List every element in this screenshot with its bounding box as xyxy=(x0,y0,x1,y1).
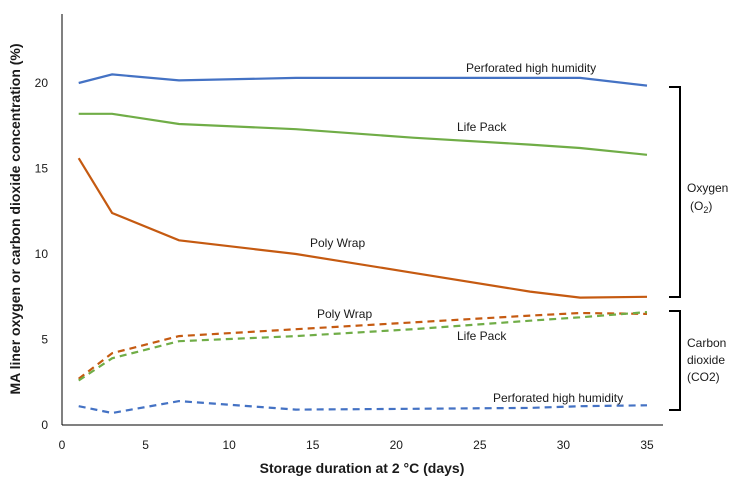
series-line-life-pack-co2 xyxy=(78,311,648,382)
series-line-poly-wrap-o2 xyxy=(77,157,648,299)
co2-label-line2: dioxide xyxy=(687,353,725,367)
oxygen-bracket xyxy=(669,86,681,298)
series-line-life-pack-o2 xyxy=(78,112,648,156)
co2-label-line1: Carbon xyxy=(687,336,726,350)
annotation-polywrap-co2: Poly Wrap xyxy=(317,307,372,321)
annotation-polywrap-o2: Poly Wrap xyxy=(310,236,365,250)
oxygen-formula-subscript: 2 xyxy=(703,205,708,215)
y-tick-labels: 0 5 10 15 20 xyxy=(35,76,49,432)
annotation-perforated-co2: Perforated high humidity xyxy=(493,391,623,405)
series-line-poly-wrap-co2 xyxy=(78,311,648,380)
y-tick-label: 15 xyxy=(35,162,49,176)
x-tick-label: 0 xyxy=(59,438,66,452)
x-tick-label: 35 xyxy=(640,438,654,452)
x-tick-label: 20 xyxy=(390,438,404,452)
annotation-lifepack-o2: Life Pack xyxy=(457,120,507,134)
y-tick-label: 5 xyxy=(41,333,48,347)
y-tick-label: 0 xyxy=(41,418,48,432)
series-line-perforated-high-humidity-o2 xyxy=(78,73,648,87)
oxygen-formula-suffix: ) xyxy=(708,199,712,213)
x-tick-label: 30 xyxy=(557,438,571,452)
x-tick-label: 25 xyxy=(473,438,487,452)
x-tick-labels: 0 5 10 15 20 25 30 35 xyxy=(59,438,654,452)
oxygen-formula-prefix: (O xyxy=(690,199,703,213)
x-tick-label: 15 xyxy=(306,438,320,452)
x-axis-title: Storage duration at 2 °C (days) xyxy=(260,460,465,476)
x-tick-label: 5 xyxy=(142,438,149,452)
oxygen-label: Oxygen xyxy=(687,181,728,195)
y-tick-label: 10 xyxy=(35,247,49,261)
axes xyxy=(61,14,663,426)
x-tick-label: 10 xyxy=(222,438,236,452)
co2-bracket xyxy=(669,310,681,411)
y-tick-label: 20 xyxy=(35,76,49,90)
annotation-lifepack-co2: Life Pack xyxy=(457,329,507,343)
series-lines xyxy=(77,73,648,415)
annotation-perforated-o2: Perforated high humidity xyxy=(466,61,596,75)
y-axis-title: MA liner oxygen or carbon dioxide concen… xyxy=(7,43,23,394)
co2-label-line3: (CO2) xyxy=(687,370,720,384)
series-line-perforated-high-humidity-co2 xyxy=(78,399,648,415)
oxygen-formula-label: (O2) xyxy=(690,199,712,215)
